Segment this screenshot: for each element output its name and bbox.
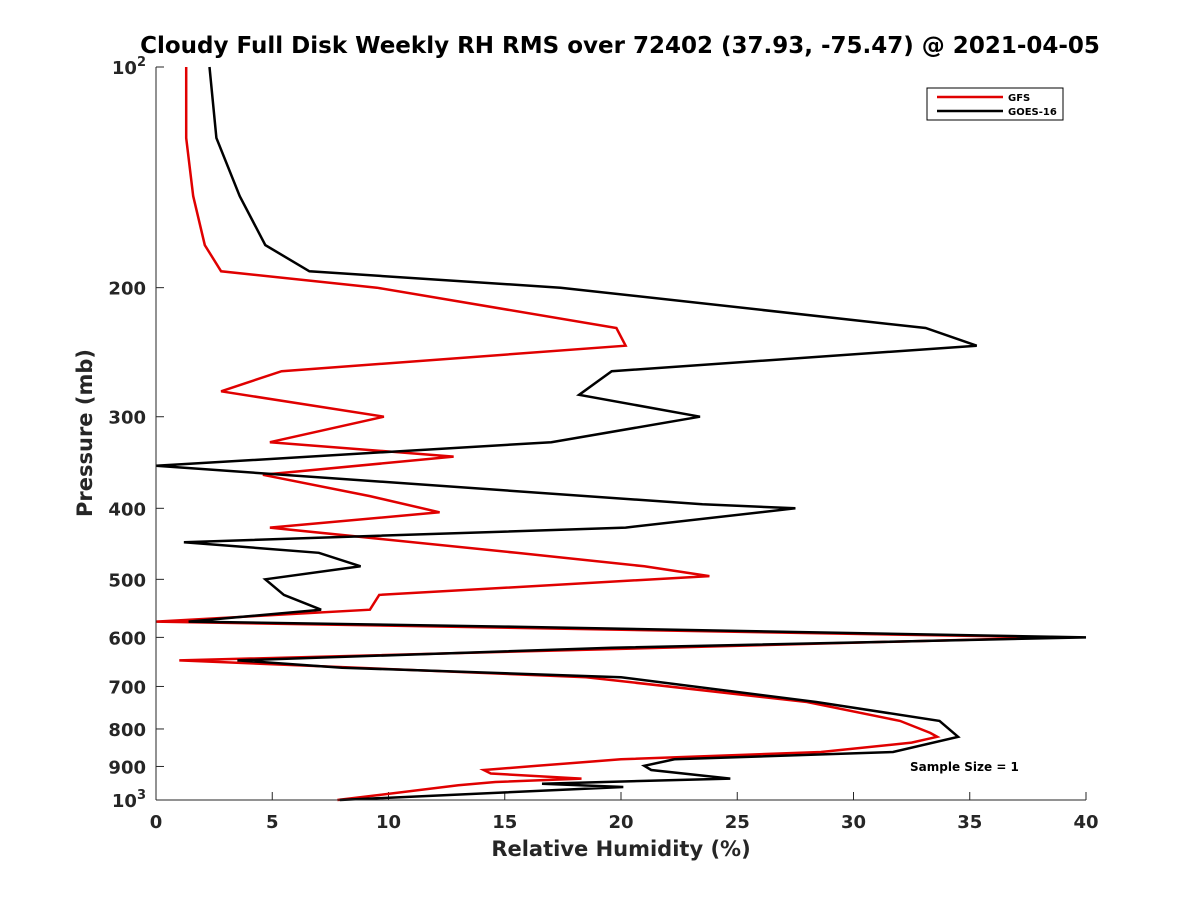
x-tick-label: 30 — [841, 812, 866, 833]
y-tick-labels: 102 200 300 400 500 600 700 800 900 103 — [108, 55, 146, 812]
y-tick-label: 103 — [112, 788, 146, 812]
series-line-goes16 — [155, 66, 1087, 802]
x-tick-label: 40 — [1073, 812, 1098, 833]
x-tick-label: 0 — [150, 812, 163, 833]
y-tick-label: 600 — [108, 628, 146, 649]
chart-title: Cloudy Full Disk Weekly RH RMS over 7240… — [140, 33, 1100, 59]
y-tick-label: 400 — [108, 499, 146, 520]
series-line-gfs — [155, 67, 1059, 802]
legend-box — [926, 87, 1064, 121]
x-axis-label: Relative Humidity (%) — [491, 837, 750, 861]
x-tick-label: 5 — [266, 812, 279, 833]
y-axis-label: Pressure (mb) — [73, 349, 97, 517]
x-tick-label: 35 — [957, 812, 982, 833]
series-layer — [155, 66, 1087, 802]
y-tick-label: 700 — [108, 677, 146, 698]
legend: GFS GOES-16 — [926, 87, 1064, 121]
legend-label-goes16: GOES-16 — [1008, 107, 1057, 118]
legend-label-gfs: GFS — [1008, 93, 1030, 104]
y-tick-label: 102 — [112, 55, 146, 79]
y-tick-label: 500 — [108, 570, 146, 591]
y-tick-label: 800 — [108, 720, 146, 741]
x-tick-label: 10 — [376, 812, 401, 833]
y-tick-label: 900 — [108, 757, 146, 778]
x-tick-label: 15 — [492, 812, 517, 833]
sample-size-annotation: Sample Size = 1 — [910, 760, 1019, 774]
x-tick-label: 25 — [725, 812, 750, 833]
plot-area — [156, 67, 1086, 800]
y-tick-label: 200 — [108, 279, 146, 300]
y-tick-label: 300 — [108, 408, 146, 429]
x-tick-label: 20 — [608, 812, 633, 833]
tick-marks — [155, 66, 1087, 801]
x-tick-labels: 0 5 10 15 20 25 30 35 40 — [150, 812, 1099, 833]
